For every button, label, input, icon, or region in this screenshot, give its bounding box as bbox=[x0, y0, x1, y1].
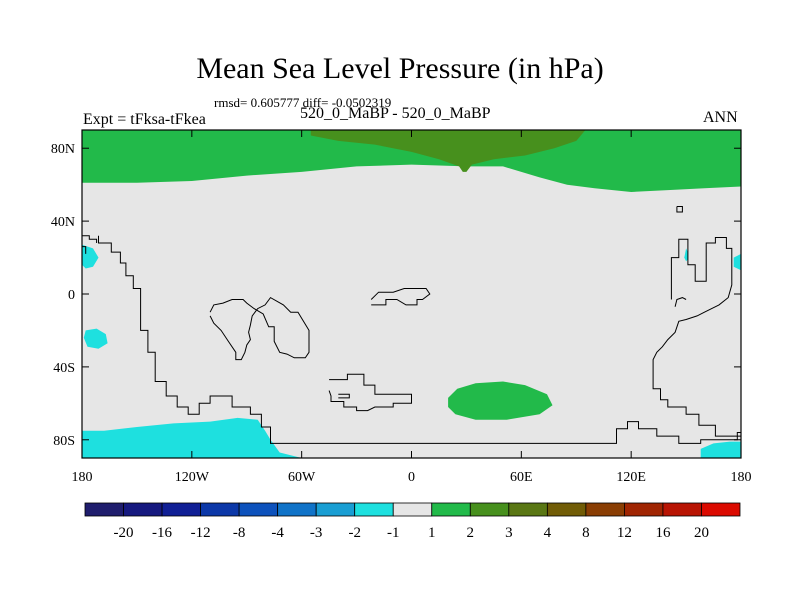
x-tick-label: 120W bbox=[175, 470, 210, 485]
colorbar-label: 2 bbox=[467, 525, 475, 541]
y-tick-label: 80N bbox=[51, 142, 75, 157]
colorbar-swatch bbox=[392, 502, 433, 517]
coastline-0 bbox=[98, 235, 741, 444]
colorbar-swatch bbox=[354, 502, 394, 517]
colorbar-label: -4 bbox=[271, 525, 284, 541]
experiment-label: Expt = tFksa-tFkea bbox=[83, 111, 206, 128]
colorbar-swatch bbox=[469, 502, 510, 517]
colorbar-label: 4 bbox=[544, 525, 552, 541]
x-tick-label: 0 bbox=[408, 470, 415, 485]
colorbar-swatch bbox=[84, 502, 124, 517]
colorbar-swatch bbox=[123, 502, 163, 517]
contour-region-arctic-core bbox=[310, 130, 586, 172]
coastline-4 bbox=[370, 288, 431, 306]
colorbar-label: 16 bbox=[655, 525, 671, 541]
x-tick-label: 60E bbox=[510, 470, 533, 485]
coastline-6 bbox=[338, 393, 350, 399]
colorbar-swatch bbox=[624, 502, 664, 517]
contour-region-pacific-small-negative bbox=[684, 248, 688, 262]
x-tick-label: 60W bbox=[288, 470, 316, 485]
colorbar-swatch bbox=[701, 502, 741, 517]
coastline-8 bbox=[652, 237, 741, 437]
coastline-9 bbox=[674, 297, 687, 307]
colorbar-swatch bbox=[662, 502, 702, 517]
contour-region-south-atlantic-positive bbox=[448, 381, 553, 420]
colorbar-label: -2 bbox=[348, 525, 361, 541]
map-plot-area bbox=[82, 130, 741, 458]
colorbar-label: 8 bbox=[582, 525, 590, 541]
coastline-3 bbox=[209, 296, 310, 361]
y-tick-label: 40S bbox=[53, 361, 75, 376]
season-label: ANN bbox=[703, 109, 738, 126]
colorbar-label: -12 bbox=[191, 525, 211, 541]
rmsd-diff-stats: rmsd= 0.605777 diff= -0.0502319 bbox=[214, 95, 392, 110]
colorbar-swatch bbox=[238, 502, 279, 517]
colorbar-label: 3 bbox=[505, 525, 513, 541]
coastline-7 bbox=[676, 206, 683, 213]
coastline-2 bbox=[82, 246, 87, 254]
colorbar-swatch bbox=[161, 502, 201, 517]
colorbar-swatch bbox=[277, 502, 317, 517]
colorbar-label: -8 bbox=[233, 525, 246, 541]
contour-region-west-pacific-negative-right bbox=[733, 253, 741, 271]
colorbar-label: -1 bbox=[387, 525, 400, 541]
contour-region-antarctic-negative-east bbox=[700, 441, 741, 458]
x-tick-label: 120E bbox=[616, 470, 646, 485]
coastline-5 bbox=[328, 373, 412, 412]
contour-region-antarctic-negative bbox=[82, 417, 302, 458]
colorbar-swatch bbox=[585, 502, 625, 517]
colorbar-swatch bbox=[508, 502, 548, 517]
colorbar-label: -3 bbox=[310, 525, 323, 541]
colorbar-label: -20 bbox=[114, 525, 134, 541]
colorbar-swatch bbox=[431, 502, 471, 517]
coastline-1 bbox=[82, 235, 98, 243]
y-tick-label: 0 bbox=[68, 288, 75, 303]
colorbar-label: 12 bbox=[617, 525, 632, 541]
case-label: 520_0_MaBP - 520_0_MaBP bbox=[300, 105, 491, 122]
contour-region-east-pacific-negative bbox=[83, 328, 108, 349]
colorbar-swatch bbox=[315, 502, 356, 517]
contour-region-arctic-positive-band bbox=[82, 130, 741, 192]
colorbar-label: 20 bbox=[694, 525, 709, 541]
y-tick-label: 40N bbox=[51, 215, 75, 230]
colorbar-swatch bbox=[546, 502, 587, 517]
chart-title: Mean Sea Level Pressure (in hPa) bbox=[196, 52, 604, 85]
x-tick-label: 180 bbox=[731, 470, 752, 485]
colorbar-label: -16 bbox=[152, 525, 172, 541]
y-tick-label: 80S bbox=[53, 434, 75, 449]
x-tick-label: 180 bbox=[72, 470, 93, 485]
colorbar-swatch bbox=[200, 502, 240, 517]
colorbar-label: 1 bbox=[428, 525, 436, 541]
